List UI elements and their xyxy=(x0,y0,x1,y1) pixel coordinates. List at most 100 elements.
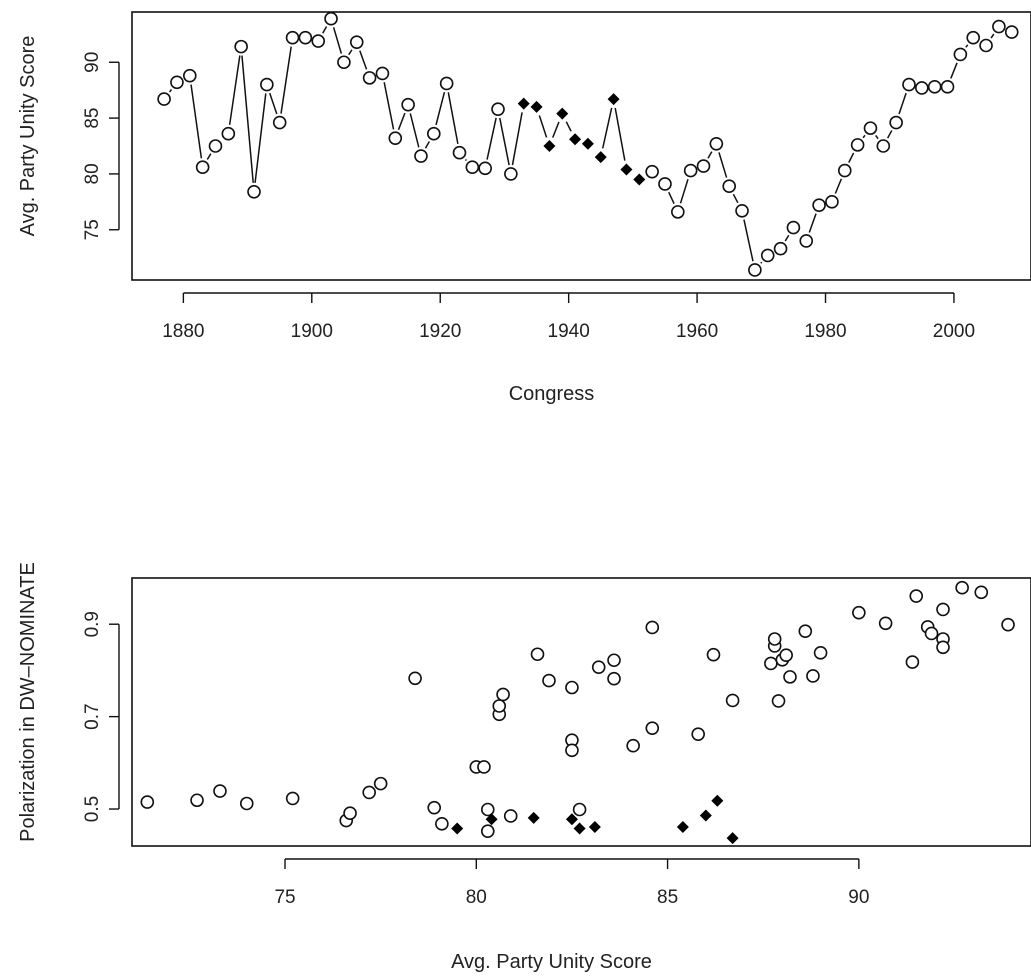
data-point-filled xyxy=(485,813,498,826)
data-point-open xyxy=(388,131,403,145)
data-point-filled xyxy=(581,137,594,150)
series-line-segment xyxy=(322,26,328,34)
x-tick-label: 1920 xyxy=(419,321,461,342)
series-line-segment xyxy=(269,92,278,115)
data-point-open xyxy=(239,796,254,811)
series-line-segment xyxy=(732,193,739,204)
y-tick-label: 0.9 xyxy=(82,611,103,637)
data-point-open xyxy=(285,30,300,45)
data-point-open xyxy=(626,738,640,753)
data-point-open xyxy=(272,115,287,130)
data-point-open xyxy=(157,92,171,106)
series-line-segment xyxy=(565,121,572,132)
data-point-open xyxy=(439,76,454,91)
data-point-open xyxy=(725,693,740,708)
y-tick-label: 0.5 xyxy=(82,796,103,822)
data-point-open xyxy=(905,655,920,669)
data-point-open xyxy=(503,809,518,823)
data-point-open xyxy=(863,121,878,135)
bottom-panel-polarization-scatter: 75 80 85 90 0.5 0.7 0.9 Avg. Party Unity Scor… xyxy=(17,562,1031,973)
data-point-open xyxy=(696,159,711,173)
series-line-segment xyxy=(499,117,510,166)
series-line-segment xyxy=(383,82,395,130)
data-point-open xyxy=(607,671,621,686)
data-point-filled xyxy=(726,832,739,845)
data-point-open xyxy=(798,624,813,638)
data-point-filled xyxy=(527,811,540,824)
data-point-open xyxy=(530,647,545,662)
data-point-open xyxy=(813,646,828,660)
x-tick-label: 90 xyxy=(848,887,869,908)
data-point-open xyxy=(607,653,621,668)
data-point-open xyxy=(477,760,491,774)
x-axis-label: Congress xyxy=(509,383,595,405)
data-point-filled xyxy=(607,93,620,106)
series-line-segment xyxy=(168,89,173,93)
data-point-open xyxy=(492,699,507,713)
data-point-open xyxy=(709,136,724,151)
series-line-segment xyxy=(679,178,689,204)
data-point-open xyxy=(480,802,495,817)
data-point-open xyxy=(349,35,364,49)
series-line-segment xyxy=(784,234,790,242)
data-point-open xyxy=(953,47,968,62)
data-point-open xyxy=(974,585,989,600)
data-point-open xyxy=(140,795,155,809)
data-point-open xyxy=(247,184,261,199)
series-line-segment xyxy=(834,178,843,194)
data-point-open xyxy=(504,167,518,181)
y-tick-label: 0.7 xyxy=(82,703,103,729)
data-point-open xyxy=(298,30,313,45)
data-point-filled xyxy=(543,140,556,152)
data-point-open xyxy=(565,680,579,695)
data-point-open xyxy=(572,802,587,817)
series-line-segment xyxy=(601,107,613,149)
series-line-segment xyxy=(950,62,958,79)
x-axis: 75 80 85 90 xyxy=(274,858,869,908)
x-tick-label: 1940 xyxy=(548,321,590,342)
data-point-open xyxy=(496,687,510,702)
series-line-segment xyxy=(332,27,343,54)
data-point-open xyxy=(1001,617,1015,632)
series-line-segment xyxy=(447,92,459,144)
series-line-segment xyxy=(668,191,675,205)
data-points xyxy=(140,580,1015,845)
data-point-open xyxy=(735,203,749,218)
data-point-open xyxy=(427,126,441,141)
series-line-segment xyxy=(397,112,406,131)
data-point-open xyxy=(850,138,865,152)
data-point-filled xyxy=(620,163,633,176)
data-point-open xyxy=(767,632,782,646)
data-point-open xyxy=(852,605,866,620)
data-point-open xyxy=(213,784,227,798)
series-line-segment xyxy=(435,92,446,126)
series-line-segment xyxy=(228,55,241,125)
series-line-segment xyxy=(359,50,368,70)
data-point-open xyxy=(208,139,223,153)
data-point-filled xyxy=(530,100,543,113)
data-points xyxy=(157,11,1019,277)
data-point-open xyxy=(940,80,955,94)
y-axis-label: Polarization in DW–NOMINATE xyxy=(17,562,39,842)
series-line-segment xyxy=(965,44,969,48)
data-point-open xyxy=(909,589,924,603)
data-point-open xyxy=(565,743,579,758)
data-point-open xyxy=(414,149,428,163)
data-point-open xyxy=(645,721,660,735)
series-line-segment xyxy=(464,158,467,161)
x-axis: 1880 1900 1920 1940 1960 1980 2000 xyxy=(162,292,975,342)
series-line-segment xyxy=(898,92,907,115)
data-point-open xyxy=(771,694,786,708)
data-point-open xyxy=(182,68,197,83)
data-point-open xyxy=(748,263,762,277)
series-line-segment xyxy=(424,141,430,149)
data-point-open xyxy=(190,793,204,808)
data-point-open xyxy=(722,179,736,193)
data-point-open xyxy=(260,77,274,92)
series-line-segment xyxy=(990,33,995,39)
data-point-open xyxy=(671,205,685,219)
data-point-open xyxy=(936,602,950,617)
series-line-segment xyxy=(254,93,267,183)
data-point-open xyxy=(902,77,916,92)
